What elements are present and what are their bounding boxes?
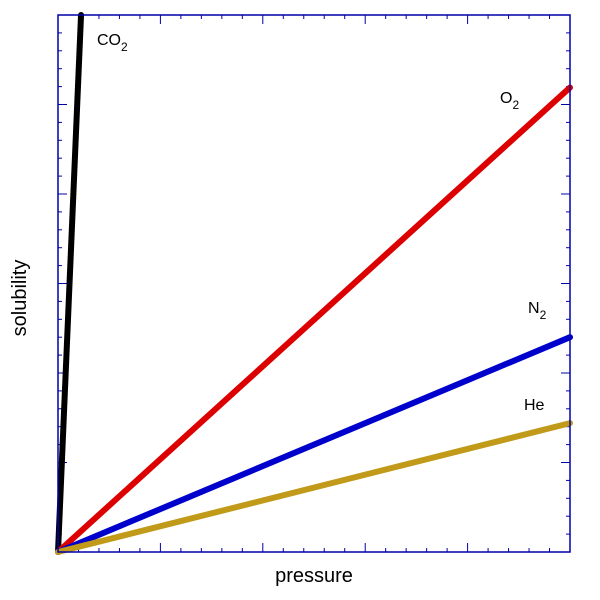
series-label-o: O2	[500, 90, 519, 112]
series-lines	[55, 12, 573, 555]
series-line-o	[55, 84, 573, 555]
series-label-co: CO2	[97, 32, 128, 54]
x-axis-label: pressure	[275, 565, 353, 587]
series-line-n	[55, 334, 573, 555]
series-label-n: N2	[528, 300, 547, 322]
series-line-he	[55, 420, 573, 555]
y-axis-label: solubility	[9, 260, 31, 337]
series-labels: CO2 O2 N2 He	[97, 32, 547, 414]
plot-frame	[57, 14, 571, 553]
series-line-co	[55, 12, 85, 555]
series-label-he: He	[524, 397, 545, 414]
axis-ticks	[58, 15, 570, 552]
